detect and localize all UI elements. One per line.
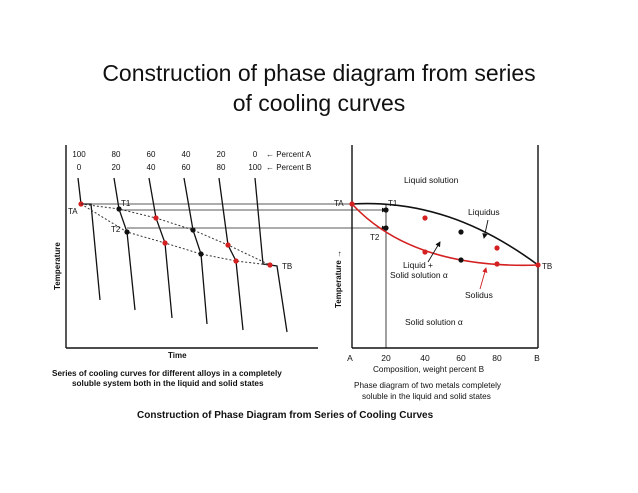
left-x-axis-label: Time xyxy=(168,351,187,360)
right-t2-label: T2 xyxy=(370,233,380,242)
left-point-tb xyxy=(267,262,273,268)
right-caption-line1: Phase diagram of two metals completely xyxy=(354,381,502,390)
left-point-sol4 xyxy=(198,251,204,257)
solidus-curve xyxy=(351,203,539,267)
right-x-tick-3: 60 xyxy=(456,353,466,363)
cooling-curve-80a xyxy=(113,177,136,311)
left-t1-label: T1 xyxy=(121,199,131,208)
percent-a-4: 20 xyxy=(217,150,226,159)
left-t2-label: T2 xyxy=(111,225,121,234)
two-phase-arrow xyxy=(427,241,441,263)
percent-a-1: 80 xyxy=(112,150,121,159)
phase-point-sol40 xyxy=(422,249,428,255)
right-x-tick-2: 40 xyxy=(420,353,430,363)
liquid-plus-label-line1: Liquid + xyxy=(403,260,433,270)
cooling-curve-0a xyxy=(254,177,288,333)
percent-a-2: 60 xyxy=(147,150,156,159)
solidus-arrow xyxy=(479,267,488,290)
cooling-curve-100a xyxy=(77,177,101,301)
right-x-tick-5: B xyxy=(534,353,540,363)
percent-b-label: ← Percent B xyxy=(266,163,311,172)
phase-point-liq40 xyxy=(422,215,428,221)
percent-b-5: 100 xyxy=(248,163,262,172)
percent-a-5: 0 xyxy=(253,150,258,159)
cooling-curve-20a xyxy=(218,177,244,331)
right-x-axis-label: Composition, weight percent B xyxy=(373,365,485,374)
right-x-tick-4: 80 xyxy=(492,353,502,363)
liquidus-label: Liquidus xyxy=(468,207,500,217)
percent-a-0: 100 xyxy=(72,150,86,159)
liquidus-arrow xyxy=(482,219,489,239)
liquid-solution-label: Liquid solution xyxy=(404,175,459,185)
left-solidus-dotted xyxy=(80,203,271,266)
right-y-axis-label: Temperature → xyxy=(334,250,343,308)
phase-point-t1 xyxy=(383,207,389,213)
liquidus-curve xyxy=(351,202,539,266)
left-point-liq3 xyxy=(153,215,159,221)
left-tb-label: TB xyxy=(282,262,292,271)
right-x-tick-0: A xyxy=(347,353,353,363)
cooling-curve-40a xyxy=(183,177,208,325)
percent-b-3: 60 xyxy=(182,163,191,172)
phase-point-t2 xyxy=(383,225,389,231)
right-x-tick-1: 20 xyxy=(381,353,391,363)
left-ta-label: TA xyxy=(68,207,78,216)
left-point-sol3 xyxy=(162,240,168,246)
left-point-liq4 xyxy=(190,227,196,233)
solid-solution-label: Solid solution α xyxy=(405,317,463,327)
phase-point-tb xyxy=(535,262,541,268)
percent-b-4: 80 xyxy=(217,163,226,172)
solidus-label: Solidus xyxy=(465,290,493,300)
left-point-liq5 xyxy=(225,242,231,248)
percent-b-1: 20 xyxy=(112,163,121,172)
right-ta-label: TA xyxy=(334,199,344,208)
left-point-sol5 xyxy=(233,258,239,264)
percent-a-label: ← Percent A xyxy=(266,150,312,159)
liquid-plus-label-line2: Solid solution α xyxy=(390,270,448,280)
right-tb-label: TB xyxy=(542,262,552,271)
phase-point-sol60 xyxy=(458,257,464,263)
left-y-axis-label: Temperature xyxy=(53,242,62,290)
percent-a-3: 40 xyxy=(182,150,191,159)
phase-point-liq80 xyxy=(494,245,500,251)
figure-caption: Construction of Phase Diagram from Serie… xyxy=(137,410,434,421)
slide-title-line2: of cooling curves xyxy=(232,90,406,116)
left-liquidus-dotted xyxy=(80,203,271,266)
left-caption-line2: soluble system both in the liquid and so… xyxy=(72,379,264,388)
percent-b-0: 0 xyxy=(77,163,82,172)
cooling-curves-panel: 100 80 60 40 20 0 ← Percent A 0 20 40 60… xyxy=(52,145,318,388)
phase-diagram-panel: TA T1 T2 TB Liquid solution Liquidus Liq… xyxy=(334,145,552,401)
left-caption-line1: Series of cooling curves for different a… xyxy=(52,369,282,378)
phase-point-liq60 xyxy=(458,229,464,235)
left-point-t2 xyxy=(124,229,130,235)
percent-b-2: 40 xyxy=(147,163,156,172)
right-t1-label: T1 xyxy=(388,199,398,208)
cooling-curve-60a xyxy=(148,177,173,319)
right-caption-line2: soluble in the liquid and solid states xyxy=(362,392,491,401)
phase-point-sol80 xyxy=(494,261,500,267)
phase-point-ta xyxy=(349,201,355,207)
slide-title-line1: Construction of phase diagram from serie… xyxy=(102,60,536,86)
